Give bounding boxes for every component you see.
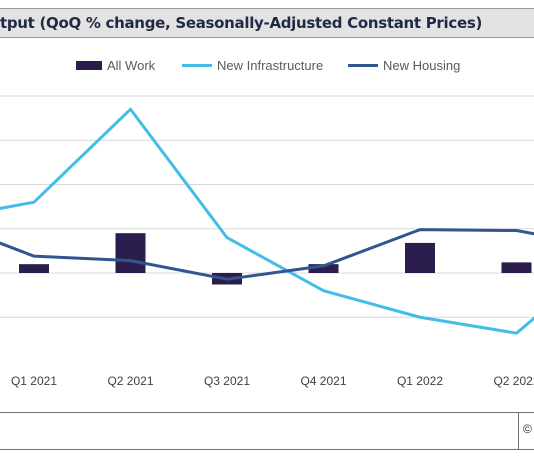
chart-title: tput (QoQ % change, Seasonally-Adjusted … xyxy=(0,14,483,32)
x-tick-label: Q3 2021 xyxy=(204,374,250,388)
bar-all-work-q4-2021 xyxy=(308,264,339,273)
legend-label-new-infrastructure: New Infrastructure xyxy=(217,58,323,73)
legend-label-all-work: All Work xyxy=(107,58,156,73)
bar-all-work-q1-2022 xyxy=(405,242,435,273)
legend-swatch-all-work xyxy=(76,61,102,70)
line-new-housing xyxy=(0,228,534,281)
line-new-infrastructure xyxy=(0,107,534,335)
legend-label-new-housing: New Housing xyxy=(383,58,460,73)
bar-all-work-q1-2021 xyxy=(19,264,49,273)
line-series xyxy=(0,107,534,335)
x-tick-label: Q1 2021 xyxy=(11,374,57,388)
x-tick-label: Q2 2022 xyxy=(493,374,534,388)
copyright-icon: © xyxy=(523,422,532,436)
chart-title-bar: tput (QoQ % change, Seasonally-Adjusted … xyxy=(0,8,534,38)
x-tick-labels: Q1 2021 Q2 2021 Q3 2021 Q4 2021 Q1 2022 Q2 20… xyxy=(11,374,534,388)
x-tick-label: Q1 2022 xyxy=(397,374,443,388)
footer-bar: © xyxy=(0,412,534,450)
bar-all-work-q2-2021 xyxy=(115,233,146,273)
bar-all-work-q2-2022 xyxy=(501,262,532,273)
footer-cell: © xyxy=(518,413,534,449)
x-tick-label: Q2 2021 xyxy=(107,374,153,388)
chart-legend: All Work New Infrastructure New Housing xyxy=(76,58,460,73)
grid-lines xyxy=(0,95,534,318)
x-tick-label: Q4 2021 xyxy=(300,374,346,388)
chart-plot: All Work New Infrastructure New Housing Q1… xyxy=(0,58,534,388)
